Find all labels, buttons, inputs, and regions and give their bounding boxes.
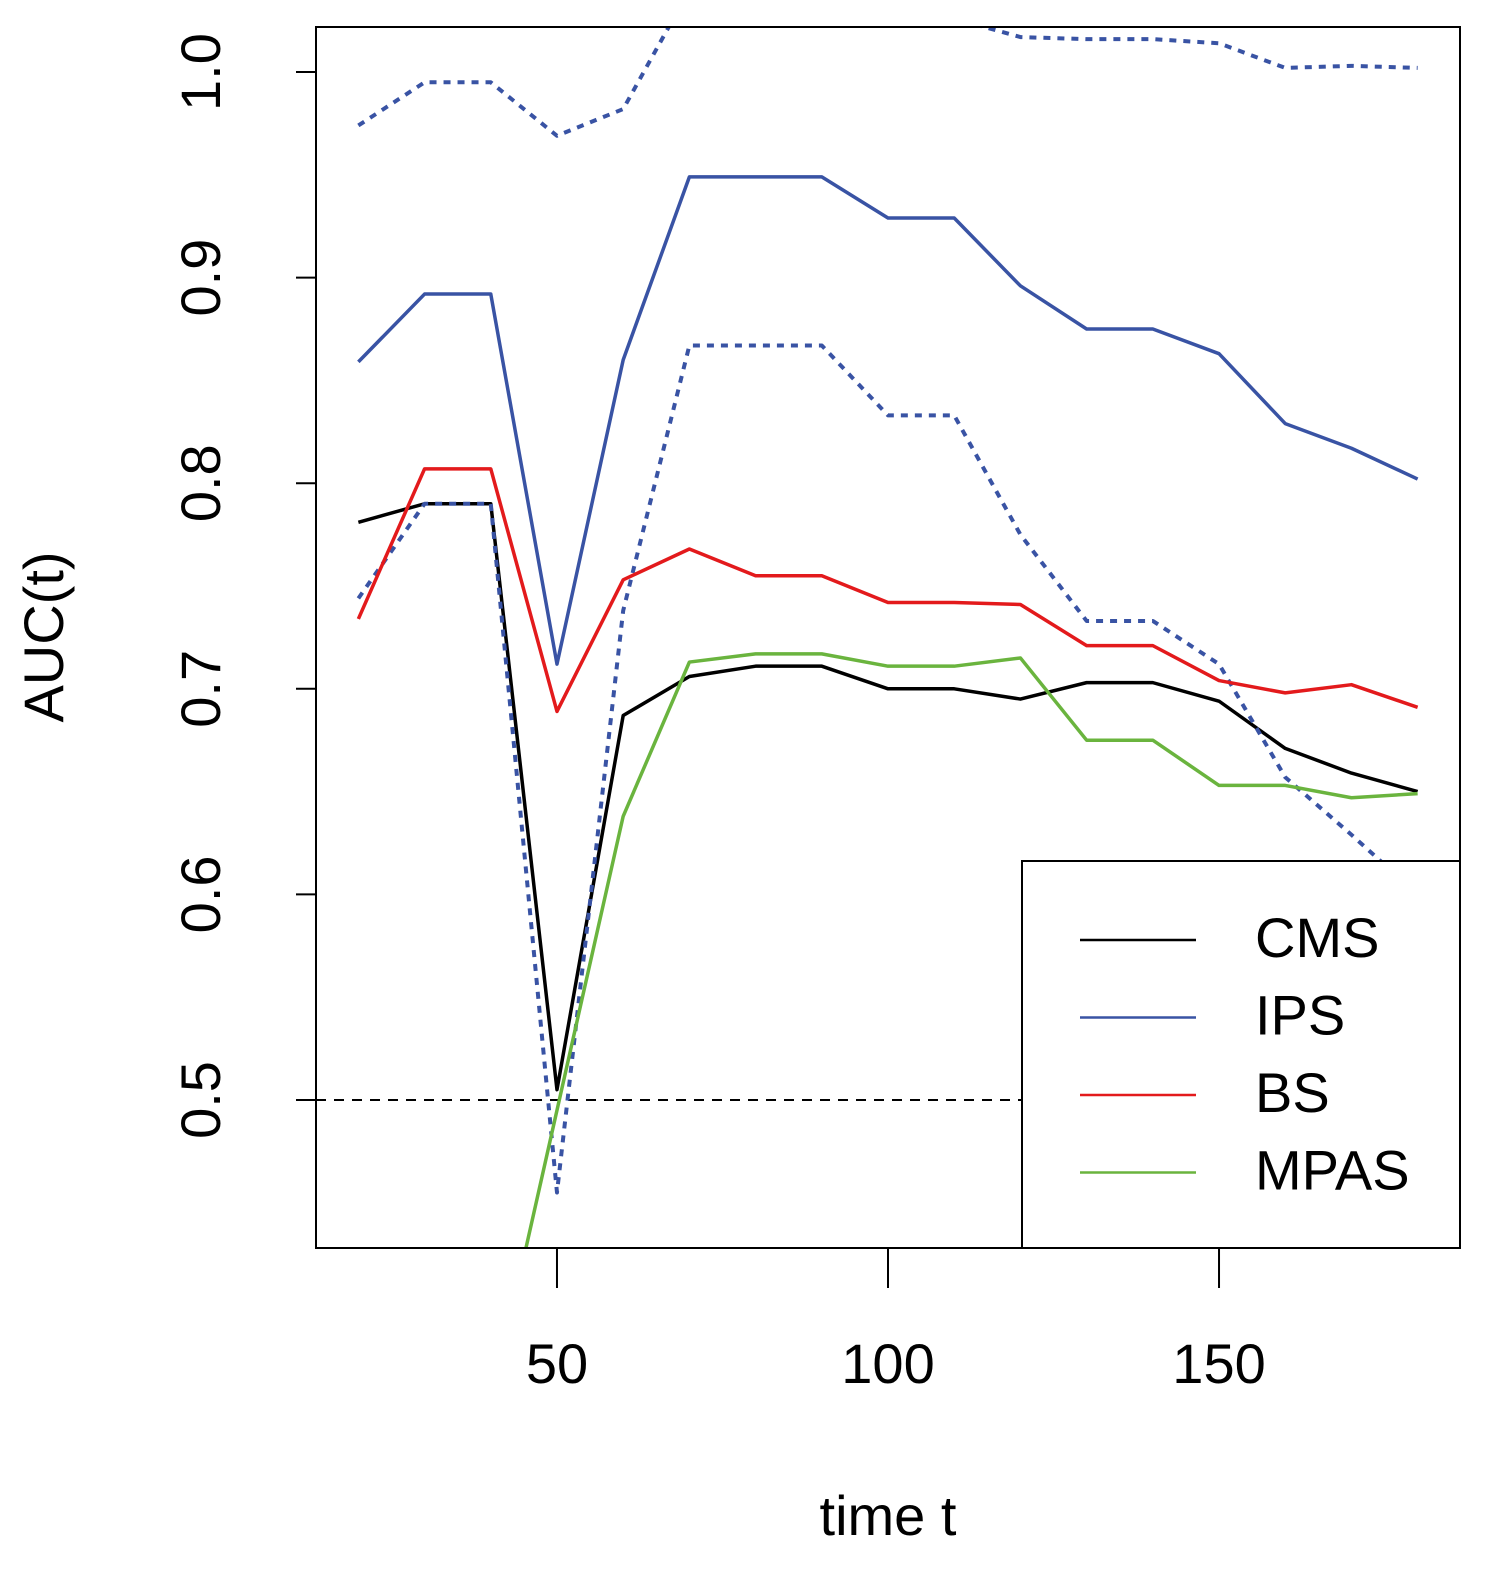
legend-box (1021, 860, 1461, 1249)
y-axis-label: AUC(t) (12, 551, 75, 722)
confidence-band (356, 343, 1419, 1195)
y-tick-label: 0.8 (169, 444, 232, 522)
y-tick-label: 0.6 (169, 855, 232, 933)
plot-border (315, 26, 1461, 1249)
y-tick-label: 0.7 (169, 650, 232, 728)
confidence-band (357, 27, 1418, 138)
x-tick-label: 50 (526, 1332, 588, 1395)
legend-label: CMS (1255, 906, 1379, 969)
x-axis-label: time t (820, 1484, 957, 1547)
legend-label: BS (1255, 1061, 1330, 1124)
series-line (357, 502, 1419, 1092)
legend-label: MPAS (1255, 1138, 1410, 1201)
y-tick-label: 0.5 (169, 1061, 232, 1139)
legend-label: IPS (1255, 983, 1345, 1046)
y-tick-label: 0.9 (169, 239, 232, 317)
series-line (356, 467, 1419, 714)
x-tick-label: 150 (1172, 1332, 1265, 1395)
series-line (524, 652, 1418, 1248)
plot-area (316, 27, 1460, 1248)
x-tick-label: 100 (841, 1332, 934, 1395)
y-tick-label: 1.0 (169, 33, 232, 111)
series-line (357, 175, 1419, 666)
